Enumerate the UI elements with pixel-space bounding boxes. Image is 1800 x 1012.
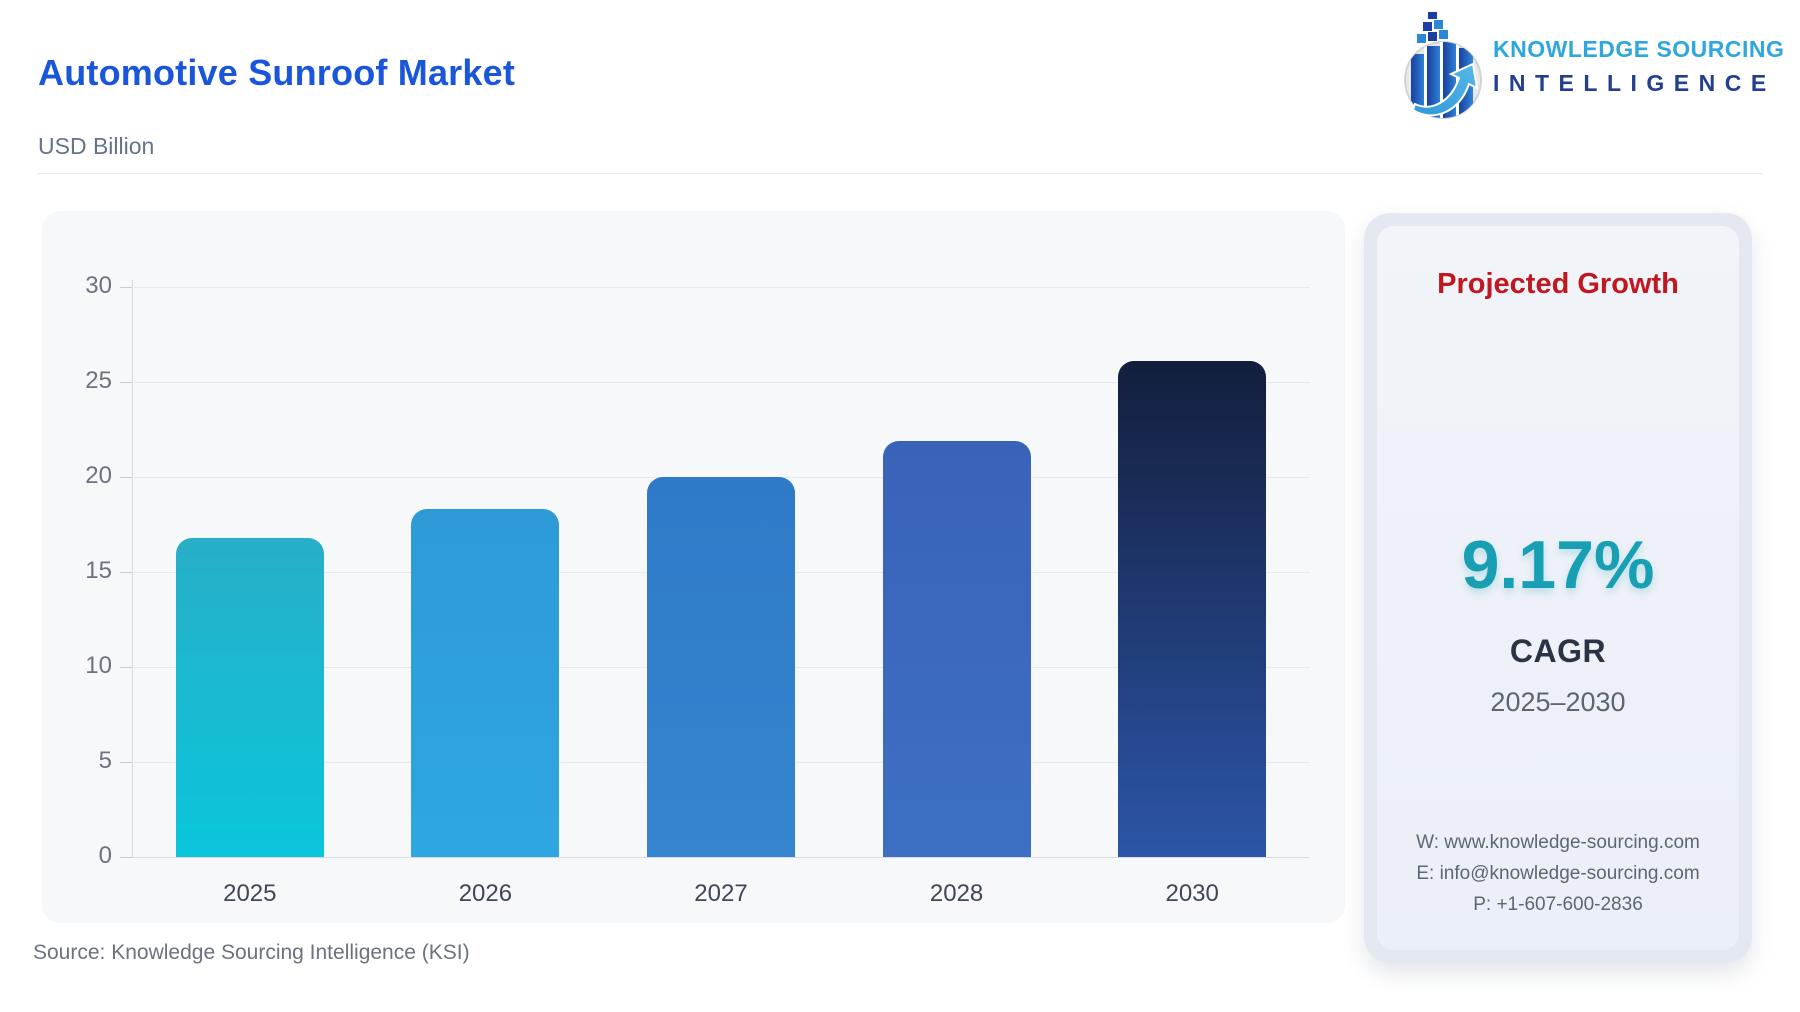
logo-globe-icon	[1404, 10, 1482, 119]
page-title: Automotive Sunroof Market	[38, 52, 516, 93]
chart-card	[42, 211, 1345, 923]
logo-text-line1: KNOWLEDGE SOURCING	[1493, 36, 1785, 62]
contact-phone: P: +1-607-600-2836	[1473, 894, 1643, 915]
contact-email: E: info@knowledge-sourcing.com	[1416, 863, 1700, 884]
source-note: Source: Knowledge Sourcing Intelligence …	[33, 941, 470, 964]
projected-growth-panel: Projected Growth 9.17% CAGR 2025–2030 W:…	[1364, 213, 1752, 963]
contact-website: W: www.knowledge-sourcing.com	[1416, 832, 1700, 853]
projected-growth-panel-inner: Projected Growth 9.17% CAGR 2025–2030 W:…	[1377, 226, 1739, 950]
panel-contact: W: www.knowledge-sourcing.com E: info@kn…	[1377, 827, 1739, 920]
logo-pixel-squares	[1417, 10, 1448, 43]
cagr-label: CAGR	[1509, 633, 1607, 669]
logo-arrow	[1411, 62, 1479, 117]
axis-unit-label: USD Billion	[38, 133, 155, 159]
cagr-period: 2025–2030	[1490, 687, 1626, 717]
panel-title: Projected Growth	[1437, 268, 1679, 300]
header-divider	[38, 173, 1762, 174]
logo-text-line2: INTELLIGENCE	[1493, 70, 1776, 96]
cagr-value: 9.17%	[1461, 527, 1655, 603]
company-logo: KNOWLEDGE SOURCING INTELLIGENCE	[1393, 10, 1784, 122]
